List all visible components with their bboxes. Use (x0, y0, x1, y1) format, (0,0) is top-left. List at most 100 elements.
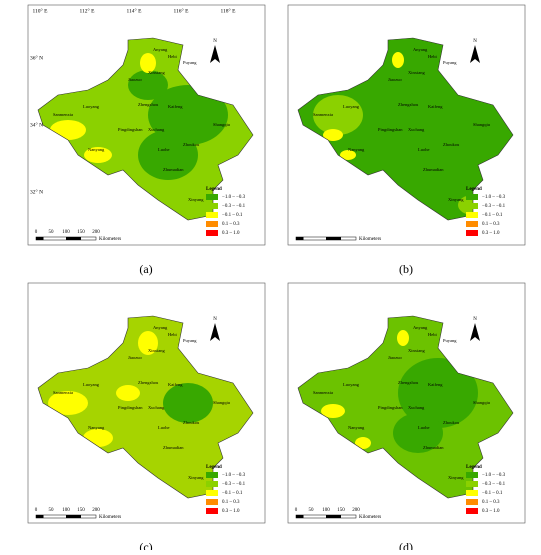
city-label: Hebi (428, 332, 437, 337)
patch (392, 52, 404, 68)
panel-label: (c) (139, 540, 152, 550)
city-label: Luohe (418, 425, 430, 430)
city-label: Nanyang (348, 147, 365, 152)
latitude-label: 34° N (30, 121, 43, 128)
city-label: Luohe (158, 425, 170, 430)
city-label: Xinyang (448, 475, 464, 480)
north-arrow (470, 323, 480, 341)
north-arrow (210, 45, 220, 63)
legend-label: 0.3 – 1.0 (222, 231, 240, 236)
city-label: Pingdingshan (378, 405, 403, 410)
legend-label: −1.0 – −0.3 (482, 195, 506, 200)
city-label: Nanyang (88, 147, 105, 152)
scale-seg (66, 515, 81, 518)
province-border (37, 315, 254, 499)
province (38, 316, 253, 498)
legend-swatch (206, 230, 218, 236)
scale-tick: 100 (62, 508, 70, 513)
scale-tick: 100 (62, 230, 70, 235)
patch (138, 331, 158, 355)
legend-label: −0.1 – 0.1 (222, 213, 243, 218)
legend-swatch (466, 490, 478, 496)
scale-tick: 50 (309, 508, 315, 513)
scale-tick: 50 (49, 508, 55, 513)
legend-title: Legend (206, 465, 222, 470)
patch (355, 437, 371, 449)
patch (398, 358, 478, 428)
legend-label: 0.3 – 1.0 (482, 509, 500, 514)
city-label: Pingdingshan (378, 127, 403, 132)
legend-label: 0.3 – 1.0 (482, 231, 500, 236)
city-label: Kaifeng (428, 104, 443, 109)
city-label: Kaifeng (428, 382, 443, 387)
patch (138, 130, 198, 180)
scale-tick: 50 (49, 230, 55, 235)
city-label: Nanyang (88, 425, 105, 430)
legend-swatch (466, 230, 478, 236)
scale-seg (326, 515, 341, 518)
legend-label: −1.0 – −0.3 (222, 195, 246, 200)
city-label: Zhengzhou (138, 102, 159, 107)
legend-title: Legend (206, 187, 222, 192)
longitude-label: 116° E (174, 7, 190, 14)
scale-seg (326, 237, 341, 240)
city-label: Jiaozuo (128, 77, 142, 82)
scale-unit: Kilometers (359, 237, 381, 242)
patch (84, 147, 112, 163)
city-label: Kaifeng (168, 382, 183, 387)
city-label: Pingdingshan (118, 405, 143, 410)
patches (321, 330, 478, 453)
city-label: Sanmenxia (53, 112, 73, 117)
city-label: Xinyang (448, 197, 464, 202)
city-label: Anyang (413, 47, 428, 52)
city-label: Luoyang (83, 104, 100, 109)
city-label: Luoyang (343, 382, 360, 387)
longitude-label: 118° E (221, 7, 237, 14)
legend-swatch (466, 212, 478, 218)
city-label: Pingdingshan (118, 127, 143, 132)
scale-tick: 150 (77, 230, 85, 235)
city-label: Zhumadian (163, 445, 184, 450)
legend-swatch (206, 472, 218, 478)
legend-label: 0.1 – 0.3 (482, 500, 500, 505)
scale-unit: Kilometers (99, 237, 121, 242)
city-label: Hebi (428, 54, 437, 59)
city-label: Zhumadian (423, 167, 444, 172)
city-label: Zhumadian (423, 445, 444, 450)
city-label: Luohe (158, 147, 170, 152)
legend-swatch (466, 481, 478, 487)
longitude-label: 110° E (33, 7, 49, 14)
scale-tick: 0 (35, 230, 38, 235)
longitude-label: 114° E (127, 7, 143, 14)
latitude-label: 32° N (30, 188, 43, 195)
patch (323, 129, 343, 141)
city-label: Xinxiang (148, 348, 165, 353)
legend-title: Legend (466, 187, 482, 192)
patch (397, 330, 409, 346)
province-border (37, 37, 254, 221)
city-label: Shangqiu (213, 122, 231, 127)
legend-label: −0.3 – −0.1 (482, 482, 506, 487)
city-label: Jiaozuo (388, 355, 402, 360)
north-label: N (473, 317, 477, 322)
scale-tick: 200 (92, 508, 100, 513)
legend-swatch (206, 508, 218, 514)
legend-swatch (206, 481, 218, 487)
city-label: Shangqiu (213, 400, 231, 405)
legend-swatch (206, 203, 218, 209)
patch (321, 404, 345, 418)
city-label: Puyang (443, 338, 457, 343)
city-label: Xinxiang (148, 70, 165, 75)
legend-title: Legend (466, 465, 482, 470)
city-label: Puyang (443, 60, 457, 65)
city-label: Xuchang (148, 127, 165, 132)
city-label: Luohe (418, 147, 430, 152)
patches (313, 52, 488, 215)
legend-swatch (206, 212, 218, 218)
city-label: Xuchang (408, 127, 425, 132)
scale-tick: 0 (295, 508, 298, 513)
legend-swatch (466, 203, 478, 209)
scale-seg (36, 237, 44, 240)
legend-swatch (466, 194, 478, 200)
